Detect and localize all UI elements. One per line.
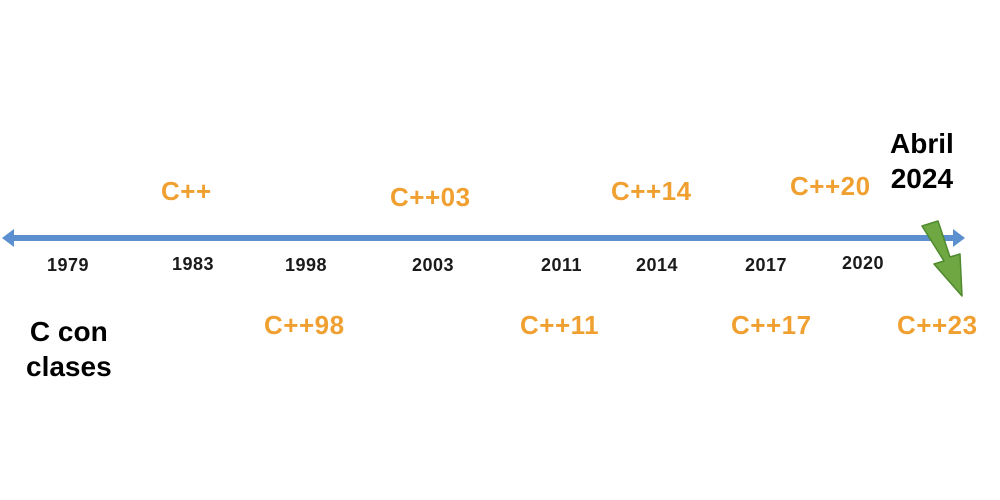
version-cpp11: C++11 — [520, 310, 600, 340]
origin-label: C con clases — [26, 314, 112, 384]
current-date-line-1: Abril — [890, 128, 954, 159]
origin-label-line-1: C con — [29, 316, 108, 347]
year-1998: 1998 — [285, 255, 328, 275]
version-cpp: C++ — [161, 176, 212, 206]
year-2011: 2011 — [541, 255, 583, 275]
year-1983: 1983 — [172, 254, 215, 274]
current-date-line-2: 2024 — [890, 163, 954, 194]
current-date-label: Abril 2024 — [890, 126, 954, 196]
year-1979: 1979 — [47, 255, 90, 275]
year-2020: 2020 — [842, 253, 885, 273]
version-cpp23: C++23 — [897, 310, 978, 340]
version-cpp98: C++98 — [264, 310, 345, 340]
year-2014: 2014 — [636, 255, 679, 275]
axis-left-arrowhead — [2, 229, 14, 247]
year-2003: 2003 — [412, 255, 455, 275]
version-cpp14: C++14 — [611, 176, 692, 206]
version-cpp17: C++17 — [731, 310, 812, 340]
axis-right-arrowhead — [953, 229, 965, 247]
current-date-arrow-icon — [921, 220, 963, 297]
year-2017: 2017 — [745, 255, 788, 275]
version-cpp03: C++03 — [390, 182, 471, 212]
version-cpp20: C++20 — [790, 171, 871, 201]
origin-label-line-2: clases — [26, 351, 112, 382]
